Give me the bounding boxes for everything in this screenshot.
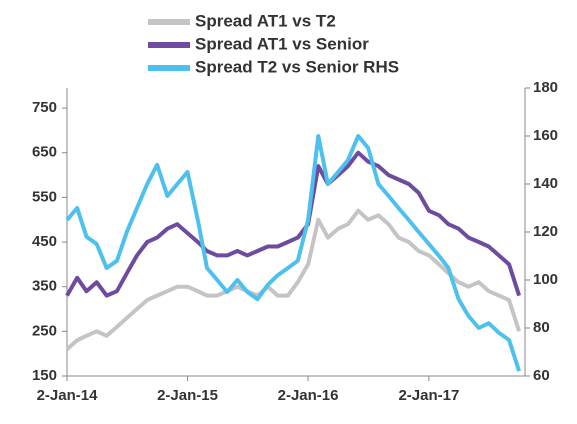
series-line <box>65 208 522 351</box>
x-tick-label: 2-Jan-16 <box>278 387 339 404</box>
legend-label: Spread T2 vs Senior RHS <box>195 57 399 76</box>
y-tick-label: 650 <box>32 144 57 161</box>
y2-tick-label: 120 <box>533 223 558 240</box>
x-tick-label: 2-Jan-14 <box>37 387 99 404</box>
y2-tick-label: 160 <box>533 127 558 144</box>
y-tick-label: 750 <box>32 99 57 116</box>
series-line <box>65 150 522 298</box>
y2-tick-label: 60 <box>533 367 550 384</box>
legend-label: Spread AT1 vs Senior <box>195 34 369 53</box>
x-tick-label: 2-Jan-17 <box>398 387 459 404</box>
y2-tick-label: 180 <box>533 79 558 96</box>
y-tick-label: 250 <box>32 322 57 339</box>
series-line <box>65 134 522 372</box>
x-tick-label: 2-Jan-15 <box>157 387 218 404</box>
legend-label: Spread AT1 vs T2 <box>195 11 336 30</box>
y-tick-label: 150 <box>32 367 57 384</box>
y-tick-label: 550 <box>32 188 57 205</box>
y2-tick-label: 100 <box>533 271 558 288</box>
y-tick-label: 450 <box>32 233 57 250</box>
y2-tick-label: 140 <box>533 175 558 192</box>
y-tick-label: 350 <box>32 278 57 295</box>
y2-tick-label: 80 <box>533 319 550 336</box>
